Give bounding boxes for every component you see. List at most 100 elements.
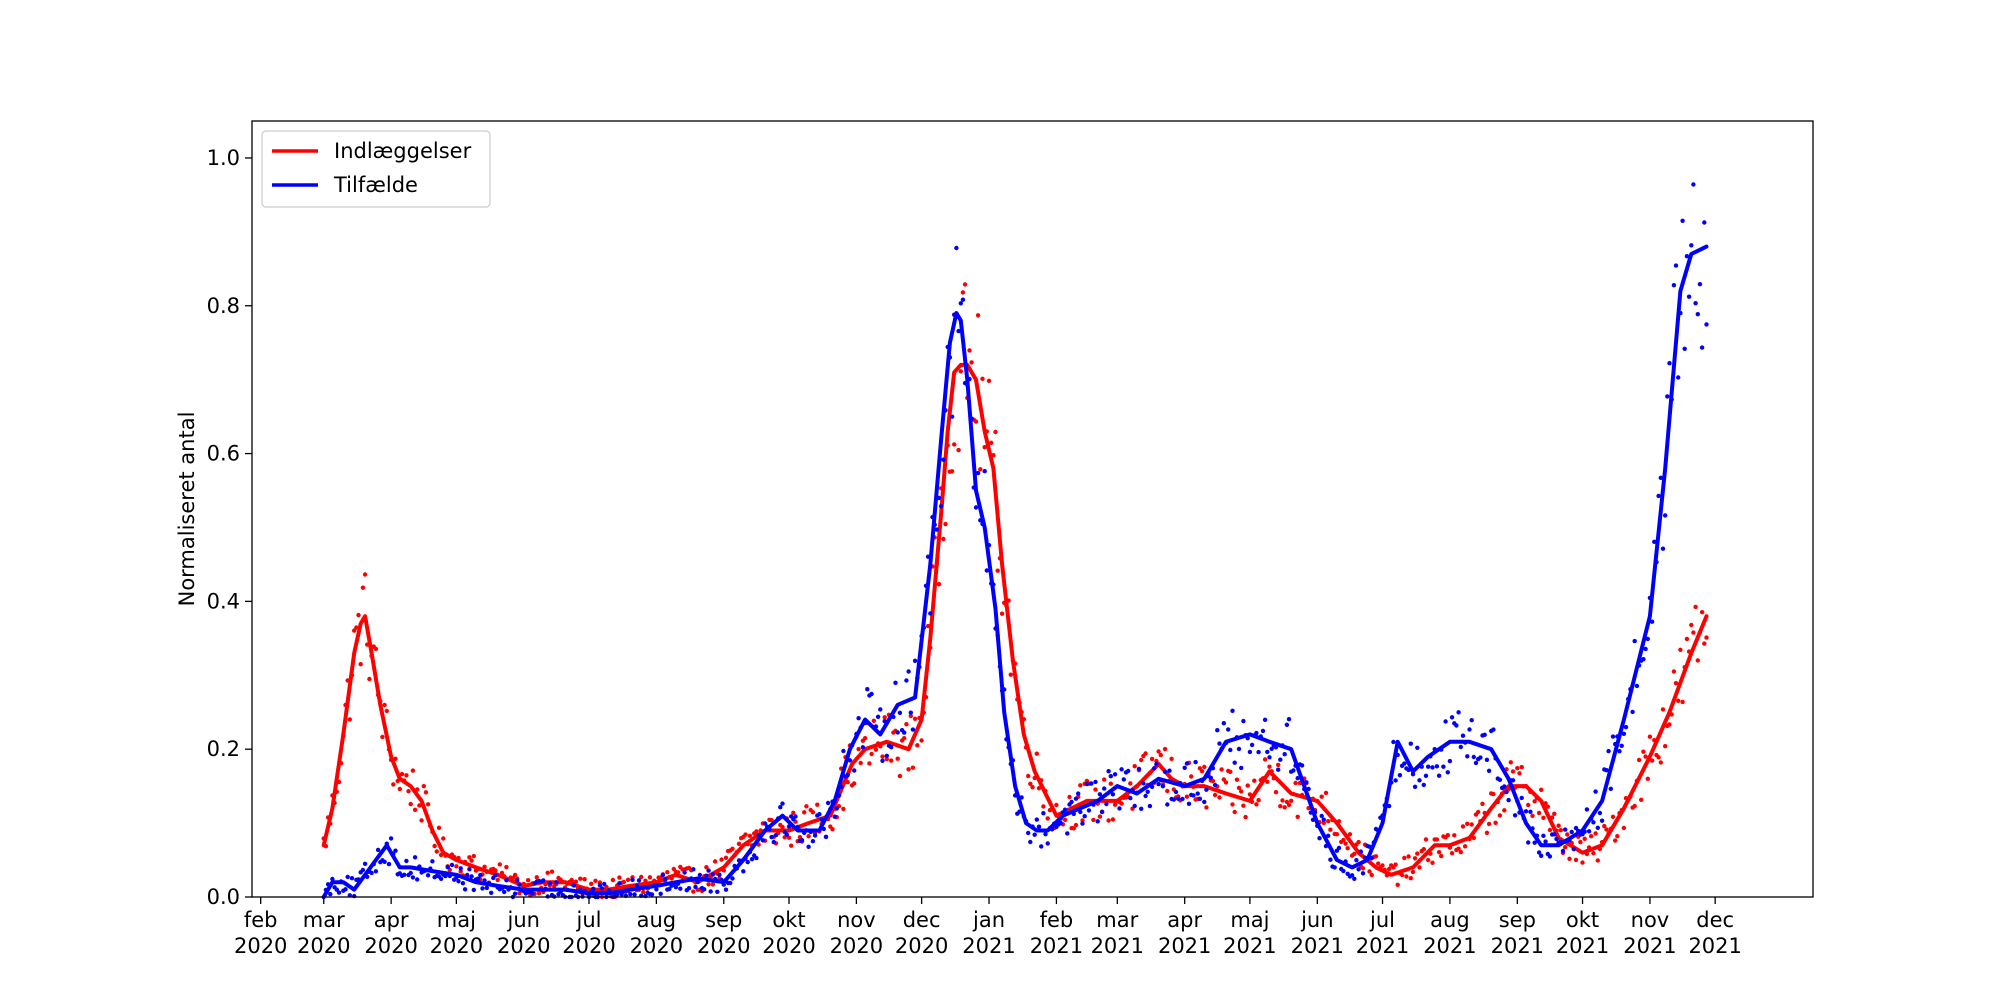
x-tick-label-month: nov [837, 908, 876, 932]
data-point-tilfaelde [1295, 776, 1300, 781]
data-point-indlaeggelser [1558, 828, 1564, 833]
data-point-tilfaelde [1663, 513, 1668, 518]
data-point-indlaeggelser [1613, 838, 1618, 843]
data-point-tilfaelde [1117, 806, 1122, 811]
data-point-tilfaelde [1230, 708, 1235, 713]
data-point-tilfaelde [715, 889, 720, 894]
data-point-indlaeggelser [1210, 778, 1216, 784]
data-point-tilfaelde [375, 847, 381, 853]
data-point-tilfaelde [1458, 744, 1464, 750]
y-tick-label: 0.6 [207, 442, 240, 466]
data-point-indlaeggelser [397, 786, 402, 792]
data-point-tilfaelde [1502, 784, 1507, 789]
data-point-tilfaelde [1643, 646, 1648, 652]
data-point-tilfaelde [1691, 182, 1696, 187]
data-point-tilfaelde [1536, 850, 1542, 855]
data-point-indlaeggelser [1280, 798, 1285, 803]
data-point-tilfaelde [1171, 797, 1177, 802]
series-line-indlaeggelser [321, 362, 1709, 892]
data-point-indlaeggelser [384, 708, 389, 714]
data-point-tilfaelde [1604, 768, 1609, 773]
data-point-tilfaelde [1354, 858, 1359, 863]
data-point-tilfaelde [1491, 727, 1496, 732]
data-point-indlaeggelser [1602, 823, 1607, 829]
data-point-tilfaelde [678, 886, 683, 891]
data-point-tilfaelde [880, 758, 885, 763]
data-point-tilfaelde [471, 887, 476, 893]
data-point-indlaeggelser [986, 378, 992, 383]
data-point-tilfaelde [928, 611, 933, 616]
data-point-tilfaelde [1630, 709, 1635, 715]
data-point-tilfaelde [1402, 761, 1407, 766]
x-tick-label-month: jul [1369, 908, 1395, 932]
data-point-indlaeggelser [1526, 802, 1531, 808]
data-point-indlaeggelser [1469, 822, 1474, 827]
data-point-tilfaelde [386, 861, 392, 867]
data-point-tilfaelde [1434, 764, 1440, 769]
data-point-indlaeggelser [1647, 734, 1653, 739]
data-point-tilfaelde [493, 873, 498, 878]
data-point-tilfaelde [1656, 493, 1661, 499]
data-point-indlaeggelser [973, 419, 979, 424]
data-point-tilfaelde [673, 885, 679, 890]
x-tick-label: nov 2020 [830, 908, 883, 958]
data-point-tilfaelde [343, 887, 348, 892]
data-point-tilfaelde [1121, 777, 1127, 782]
data-point-indlaeggelser [1660, 707, 1666, 712]
data-point-indlaeggelser [769, 818, 774, 823]
data-point-indlaeggelser [980, 376, 985, 381]
data-point-indlaeggelser [1128, 781, 1133, 786]
data-point-indlaeggelser [1293, 780, 1298, 786]
data-point-indlaeggelser [1434, 837, 1440, 842]
data-point-indlaeggelser [730, 846, 735, 851]
data-point-indlaeggelser [841, 806, 846, 812]
data-point-tilfaelde [1695, 312, 1701, 317]
data-point-indlaeggelser [1639, 797, 1644, 802]
data-point-indlaeggelser [710, 882, 716, 887]
data-point-indlaeggelser [895, 756, 900, 761]
data-point-indlaeggelser [1149, 756, 1155, 762]
data-point-indlaeggelser [1545, 804, 1551, 809]
data-point-tilfaelde [1563, 827, 1568, 832]
data-point-tilfaelde [706, 868, 711, 873]
data-point-indlaeggelser [421, 784, 426, 789]
data-point-tilfaelde [1519, 795, 1524, 801]
x-tick-label-year: 2021 [1030, 934, 1083, 958]
data-point-indlaeggelser [1158, 752, 1164, 758]
data-point-tilfaelde [328, 891, 333, 897]
data-point-indlaeggelser [1589, 834, 1594, 839]
data-point-tilfaelde [1145, 789, 1150, 794]
data-point-indlaeggelser [1563, 845, 1568, 850]
data-point-indlaeggelser [1376, 861, 1381, 866]
data-point-tilfaelde [1421, 782, 1427, 788]
data-point-indlaeggelser [958, 369, 963, 374]
data-point-indlaeggelser [578, 876, 583, 881]
data-point-tilfaelde [1471, 754, 1477, 760]
data-point-tilfaelde [591, 886, 596, 891]
data-point-indlaeggelser [1230, 802, 1235, 807]
data-point-tilfaelde [860, 745, 866, 750]
data-point-tilfaelde [1412, 784, 1418, 789]
data-point-tilfaelde [1065, 831, 1070, 836]
data-point-tilfaelde [697, 872, 703, 878]
data-point-indlaeggelser [497, 862, 502, 867]
data-point-tilfaelde [1262, 717, 1268, 722]
x-tick-label: sep 2021 [1491, 908, 1544, 958]
data-point-tilfaelde [1282, 752, 1287, 757]
data-point-tilfaelde [1058, 820, 1064, 826]
data-point-indlaeggelser [1119, 801, 1124, 806]
data-point-tilfaelde [949, 414, 955, 419]
data-point-tilfaelde [1484, 757, 1490, 762]
data-point-indlaeggelser [704, 865, 709, 870]
data-point-indlaeggelser [1073, 822, 1079, 828]
data-point-indlaeggelser [952, 442, 957, 447]
data-point-indlaeggelser [1636, 757, 1642, 763]
data-point-indlaeggelser [1643, 754, 1648, 759]
series-indlaeggelser-points [321, 282, 1709, 900]
data-point-indlaeggelser [871, 718, 876, 723]
data-point-tilfaelde [504, 878, 509, 883]
data-point-indlaeggelser [754, 829, 759, 834]
data-point-indlaeggelser [956, 447, 961, 453]
data-point-tilfaelde [1417, 778, 1422, 783]
data-point-tilfaelde [1702, 220, 1707, 225]
